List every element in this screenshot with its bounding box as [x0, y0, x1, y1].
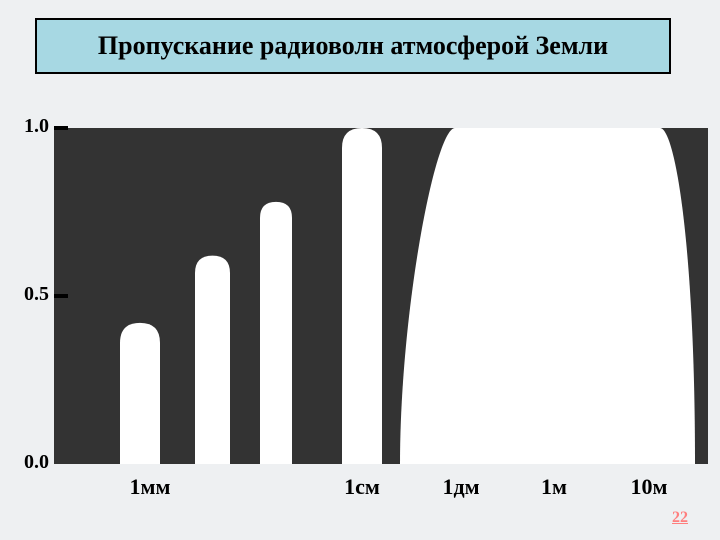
transmission-window — [400, 128, 695, 464]
transmission-window — [342, 128, 382, 464]
x-tick-label: 10м — [609, 474, 689, 500]
page-number: 22 — [672, 509, 688, 527]
x-tick-label: 1дм — [421, 474, 501, 500]
y-tick — [54, 126, 68, 130]
transmission-chart — [54, 128, 708, 464]
transmission-window — [195, 256, 230, 464]
x-tick-label: 1мм — [110, 474, 190, 500]
x-tick-label: 1м — [514, 474, 594, 500]
y-tick — [54, 294, 68, 298]
y-tick-label: 1.0 — [9, 115, 49, 138]
transmission-window — [120, 323, 160, 464]
title-text: Пропускание радиоволн атмосферой Земли — [98, 31, 608, 61]
title-box: Пропускание радиоволн атмосферой Земли — [35, 18, 671, 74]
y-tick-label: 0.5 — [9, 283, 49, 306]
x-tick-label: 1см — [322, 474, 402, 500]
transmission-window — [260, 202, 292, 464]
y-tick-label: 0.0 — [9, 451, 49, 474]
